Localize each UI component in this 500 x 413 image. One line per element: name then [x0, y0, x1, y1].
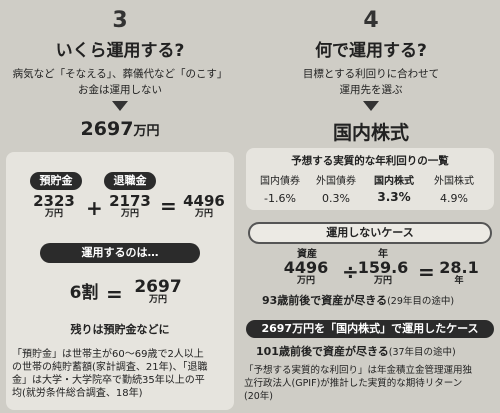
retirement-label: 退職金 [104, 172, 156, 190]
rate-foreign-stocks: 4.9% [440, 192, 468, 205]
chosen-asset: 国内株式 [332, 122, 409, 144]
section-3: 3 いくら運用する? 病気など「そなえる」、葬儀代など「のこす」 お金は運用しな… [0, 0, 240, 413]
invest-pill: 運用するのは… [40, 243, 200, 263]
plus-sign: + [86, 196, 103, 220]
divide-sign: ÷ [342, 260, 359, 284]
savings-label: 預貯金 [30, 172, 82, 190]
rate-header-domestic-stocks: 国内株式 [374, 176, 414, 187]
equals-sign-2: = [106, 282, 123, 306]
invest-case-pill: 2697万円を「国内株式」で運用したケース [246, 320, 494, 338]
step-title: いくら運用する? [55, 41, 185, 61]
equals-sign: = [418, 260, 435, 284]
rate-header-foreign-bonds: 外国債券 [316, 176, 356, 187]
rate-domestic-stocks: 3.3% [377, 190, 411, 204]
rate-header-domestic-bonds: 国内債券 [260, 176, 300, 187]
year-value: 159.6 万円 [357, 258, 409, 287]
note-line4: 均(就労条件総合調査、18年) [12, 388, 143, 399]
sum-value: 4496 万円 [183, 192, 225, 220]
depleted-invest: 101歳前後で資産が尽きる(37年目の途中) [256, 345, 456, 358]
ratio: 6割 [69, 283, 99, 303]
remainder-text: 残りは預貯金などに [70, 323, 170, 336]
step-number: 3 [112, 8, 128, 33]
rate-header-foreign-stocks: 外国株式 [434, 176, 474, 187]
note-line2: の世帯の純貯蓄額(家計調査、21年)、「退職 [12, 362, 208, 373]
note-line2: 立行政法人(GPIF)が推計した実質的な期待リターン [244, 378, 463, 389]
retirement-value: 2173 万円 [109, 192, 151, 220]
rates-title: 予想する実質的な年利回りの一覧 [291, 155, 449, 167]
step-description-line1: 病気など「そなえる」、葬儀代など「のこす」 [12, 68, 228, 80]
calc-panel [6, 152, 234, 410]
rates-panel [246, 148, 494, 210]
asset-label: 資産 [297, 249, 317, 260]
section-4: 4 何で運用する? 目標とする利回りに合わせて 運用先を選ぶ 国内株式 予想する… [242, 0, 500, 413]
depleted-no-invest: 93歳前後で資産が尽きる(29年目の途中) [262, 294, 455, 307]
step-description-line2: お金は運用しない [78, 84, 162, 96]
note-line1: 「予想する実質的な利回り」は年金積立金管理運用独 [244, 365, 473, 376]
rate-foreign-bonds: 0.3% [322, 192, 350, 205]
down-arrow-icon [112, 101, 128, 111]
ratio-value: 2697 万円 [134, 277, 182, 306]
no-invest-pill: 運用しないケース [248, 222, 492, 244]
note-line1: 「預貯金」は世帯主が60～69歳で2人以上 [12, 349, 204, 360]
result-value: 28.1 年 [439, 258, 479, 287]
step-description-line1: 目標とする利回りに合わせて [302, 68, 440, 80]
step-title: 何で運用する? [315, 41, 427, 61]
asset-value: 4496 万円 [283, 258, 329, 287]
step-number: 4 [363, 8, 379, 33]
savings-value: 2323 万円 [33, 192, 75, 220]
note-line3: 金」は大学・大学院卒で勤続35年以上の平 [12, 375, 205, 386]
equals-sign: = [160, 194, 177, 218]
step-description-line2: 運用先を選ぶ [339, 84, 403, 96]
down-arrow-icon [363, 101, 379, 111]
year-label: 年 [378, 249, 388, 260]
invest-amount: 2697万円 [80, 118, 160, 140]
rate-domestic-bonds: -1.6% [264, 192, 296, 205]
note-line3: (20年) [244, 391, 274, 402]
